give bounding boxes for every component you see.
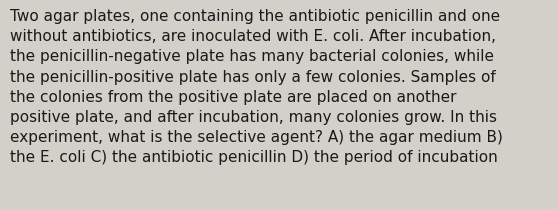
Text: Two agar plates, one containing the antibiotic penicillin and one
without antibi: Two agar plates, one containing the anti… [10,9,503,165]
